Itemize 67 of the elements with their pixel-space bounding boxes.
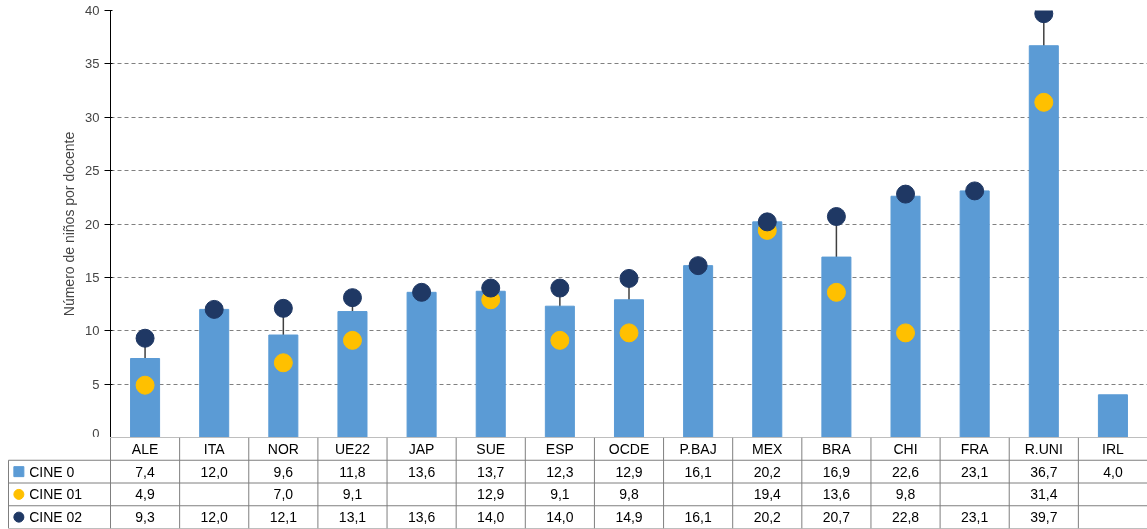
data-label: 20,2 <box>753 509 782 526</box>
y-tick-label: 30 <box>85 109 100 125</box>
x-tick-label: UE22 <box>334 440 371 457</box>
legend-label: CINE 01 <box>29 486 83 503</box>
data-label: 20,2 <box>753 463 782 480</box>
x-tick-label: CHI <box>893 440 918 457</box>
data-label: 23,1 <box>961 509 989 526</box>
data-label: 22,6 <box>891 463 920 480</box>
data-label: 13,1 <box>338 509 367 526</box>
x-tick-label: R.UNI <box>1024 440 1063 457</box>
x-tick-label: OCDE <box>608 440 650 457</box>
data-label: 12,1 <box>269 509 298 526</box>
data-label: 16,9 <box>822 463 851 480</box>
data-label: 20,7 <box>822 509 851 526</box>
x-tick-label: FRA <box>960 440 990 457</box>
y-tick-label: 15 <box>85 269 100 285</box>
data-label: 11,8 <box>339 463 366 480</box>
x-tick-label: BRA <box>822 440 852 457</box>
x-tick-label: P.BAJ <box>679 440 717 457</box>
data-label: 36,7 <box>1030 463 1058 480</box>
data-label: 14,0 <box>477 509 505 526</box>
data-label: 12,0 <box>200 509 229 526</box>
y-axis-title: Número de niños por docente <box>61 131 78 317</box>
data-label: 39,7 <box>1030 509 1058 526</box>
x-tick-label: ALE <box>131 440 159 457</box>
y-tick-label: 35 <box>85 56 100 72</box>
data-label: 7,0 <box>273 486 294 503</box>
data-label: 9,8 <box>895 486 916 503</box>
data-label: 13,6 <box>407 463 436 480</box>
data-label: 12,0 <box>200 463 229 480</box>
data-label: 7,4 <box>135 463 156 480</box>
x-tick-label: ITA <box>203 440 226 457</box>
x-tick-label: JAP <box>408 440 435 457</box>
data-label: 12,9 <box>477 486 505 503</box>
data-label: 4,9 <box>135 486 156 503</box>
y-tick-label: 5 <box>92 376 100 392</box>
x-tick-label: IRL <box>1102 440 1125 457</box>
x-tick-label: NOR <box>267 440 299 457</box>
data-label: 12,3 <box>546 463 574 480</box>
data-label: 13,6 <box>822 486 851 503</box>
y-tick-label: 25 <box>85 163 100 179</box>
y-tick-label: 40 <box>85 3 100 18</box>
data-label: 9,8 <box>619 486 639 503</box>
x-tick-label: SUE <box>476 440 506 457</box>
y-tick-label: 20 <box>85 216 100 232</box>
data-label: 19,4 <box>753 486 782 503</box>
data-label: 16,1 <box>684 509 712 526</box>
legend-label: CINE 0 <box>29 463 75 480</box>
data-label: 13,6 <box>407 509 436 526</box>
data-label: 4,0 <box>1103 463 1123 480</box>
data-label: 31,4 <box>1030 486 1058 503</box>
y-tick-label: 10 <box>85 323 100 339</box>
data-label: 9,1 <box>342 486 363 503</box>
x-tick-label: MEX <box>752 440 784 457</box>
data-label: 9,6 <box>273 463 294 480</box>
data-label: 9,1 <box>550 486 570 503</box>
legend-label: CINE 02 <box>29 509 83 526</box>
data-label: 16,1 <box>684 463 712 480</box>
y-tick-label: 0 <box>92 425 100 441</box>
data-label: 14,0 <box>546 509 574 526</box>
data-label: 13,7 <box>477 463 505 480</box>
data-label: 9,3 <box>135 509 156 526</box>
data-label: 23,1 <box>961 463 989 480</box>
data-label: 12,9 <box>615 463 643 480</box>
x-tick-label: ESP <box>545 440 574 457</box>
data-label: 22,8 <box>891 509 920 526</box>
data-label: 14,9 <box>615 509 643 526</box>
